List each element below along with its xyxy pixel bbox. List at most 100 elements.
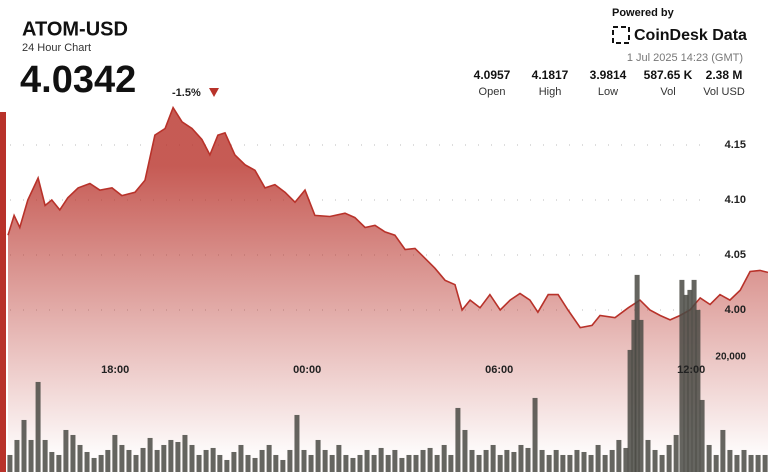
volume-bar xyxy=(687,289,693,472)
powered-by: Powered by xyxy=(612,7,675,19)
volume-bar xyxy=(70,434,76,472)
timestamp: 1 Jul 2025 14:23 (GMT) xyxy=(627,52,743,64)
stat-label: High xyxy=(539,86,562,98)
volume-bar xyxy=(755,454,761,472)
brand-logo xyxy=(612,26,630,44)
volume-bar xyxy=(695,309,701,472)
volume-bar xyxy=(595,444,601,472)
volume-bar xyxy=(448,454,454,472)
volume-bar xyxy=(266,444,272,472)
volume-tick-label: 20,000 xyxy=(715,352,746,363)
volume-bar xyxy=(652,449,658,472)
brand: CoinDesk Data xyxy=(634,27,747,44)
stat-label: Vol USD xyxy=(703,86,745,98)
volume-bar xyxy=(525,447,531,472)
volume-bar xyxy=(713,454,719,472)
volume-bar xyxy=(441,444,447,472)
volume-bar xyxy=(175,441,181,472)
volume-bar xyxy=(427,447,433,472)
volume-bar xyxy=(567,454,573,472)
volume-bar xyxy=(560,454,566,472)
volume-bar xyxy=(168,439,174,472)
stat-value: 587.65 K xyxy=(644,68,693,82)
y-tick-label: 4.05 xyxy=(725,249,746,261)
volume-bar xyxy=(616,439,622,472)
stat-label: Open xyxy=(479,86,506,98)
volume-bar xyxy=(699,399,705,472)
volume-bar xyxy=(42,439,48,472)
volume-bar xyxy=(329,454,335,472)
volume-bar xyxy=(224,459,230,472)
volume-bar xyxy=(350,457,356,472)
volume-bar xyxy=(399,457,405,472)
x-tick-label: 12:00 xyxy=(677,364,705,376)
volume-bar xyxy=(420,449,426,472)
volume-bar xyxy=(720,429,726,472)
volume-bar xyxy=(666,444,672,472)
volume-bar xyxy=(741,449,747,472)
volume-bar xyxy=(196,454,202,472)
volume-bar xyxy=(392,449,398,472)
volume-bar xyxy=(63,429,69,472)
volume-bar xyxy=(553,449,559,472)
volume-bar xyxy=(504,449,510,472)
volume-bar xyxy=(21,419,27,472)
volume-bar xyxy=(280,459,286,472)
volume-bar xyxy=(364,449,370,472)
volume-bar xyxy=(14,439,20,472)
volume-bar xyxy=(727,449,733,472)
volume-bar xyxy=(343,454,349,472)
accent-bar xyxy=(0,112,6,472)
volume-bar xyxy=(126,449,132,472)
volume-bar xyxy=(315,439,321,472)
down-arrow xyxy=(209,88,219,97)
y-tick-label: 4.00 xyxy=(725,304,746,316)
stat-label: Vol xyxy=(660,86,675,98)
volume-bar xyxy=(734,454,740,472)
volume-bar xyxy=(511,451,517,472)
volume-bar xyxy=(98,454,104,472)
volume-bar xyxy=(287,449,293,472)
volume-bar xyxy=(371,454,377,472)
stat-value: 4.1817 xyxy=(532,68,569,82)
volume-bar xyxy=(434,454,440,472)
volume-bar xyxy=(602,454,608,472)
volume-bar xyxy=(462,429,468,472)
volume-bar xyxy=(627,349,633,472)
volume-bar xyxy=(336,444,342,472)
volume-bar xyxy=(539,449,545,472)
y-tick-label: 4.15 xyxy=(725,139,746,151)
volume-bar xyxy=(748,454,754,472)
volume-bar xyxy=(245,454,251,472)
volume-bar xyxy=(706,444,712,472)
volume-bar xyxy=(588,454,594,472)
x-tick-label: 00:00 xyxy=(293,364,321,376)
volume-bar xyxy=(203,449,209,472)
volume-bar xyxy=(455,407,461,472)
volume-bar xyxy=(294,414,300,472)
price-area xyxy=(8,107,768,472)
volume-bar xyxy=(49,451,55,472)
volume-bar xyxy=(518,444,524,472)
volume-bar xyxy=(105,449,111,472)
volume-bar xyxy=(532,397,538,472)
volume-bar xyxy=(574,449,580,472)
volume-bar xyxy=(631,319,637,472)
volume-bar xyxy=(691,279,697,472)
volume-bar xyxy=(581,451,587,472)
volume-bar xyxy=(161,444,167,472)
volume-bar xyxy=(497,454,503,472)
volume-bar xyxy=(189,444,195,472)
volume-bar xyxy=(406,454,412,472)
volume-bar xyxy=(35,381,41,472)
price: 4.0342 xyxy=(20,59,136,101)
volume-bar xyxy=(483,449,489,472)
volume-bar xyxy=(119,444,125,472)
y-tick-label: 4.10 xyxy=(725,194,746,206)
subtitle: 24 Hour Chart xyxy=(22,42,91,54)
x-tick-label: 18:00 xyxy=(101,364,129,376)
volume-bar xyxy=(385,454,391,472)
volume-bar xyxy=(645,439,651,472)
volume-bar xyxy=(238,444,244,472)
volume-bar xyxy=(413,454,419,472)
